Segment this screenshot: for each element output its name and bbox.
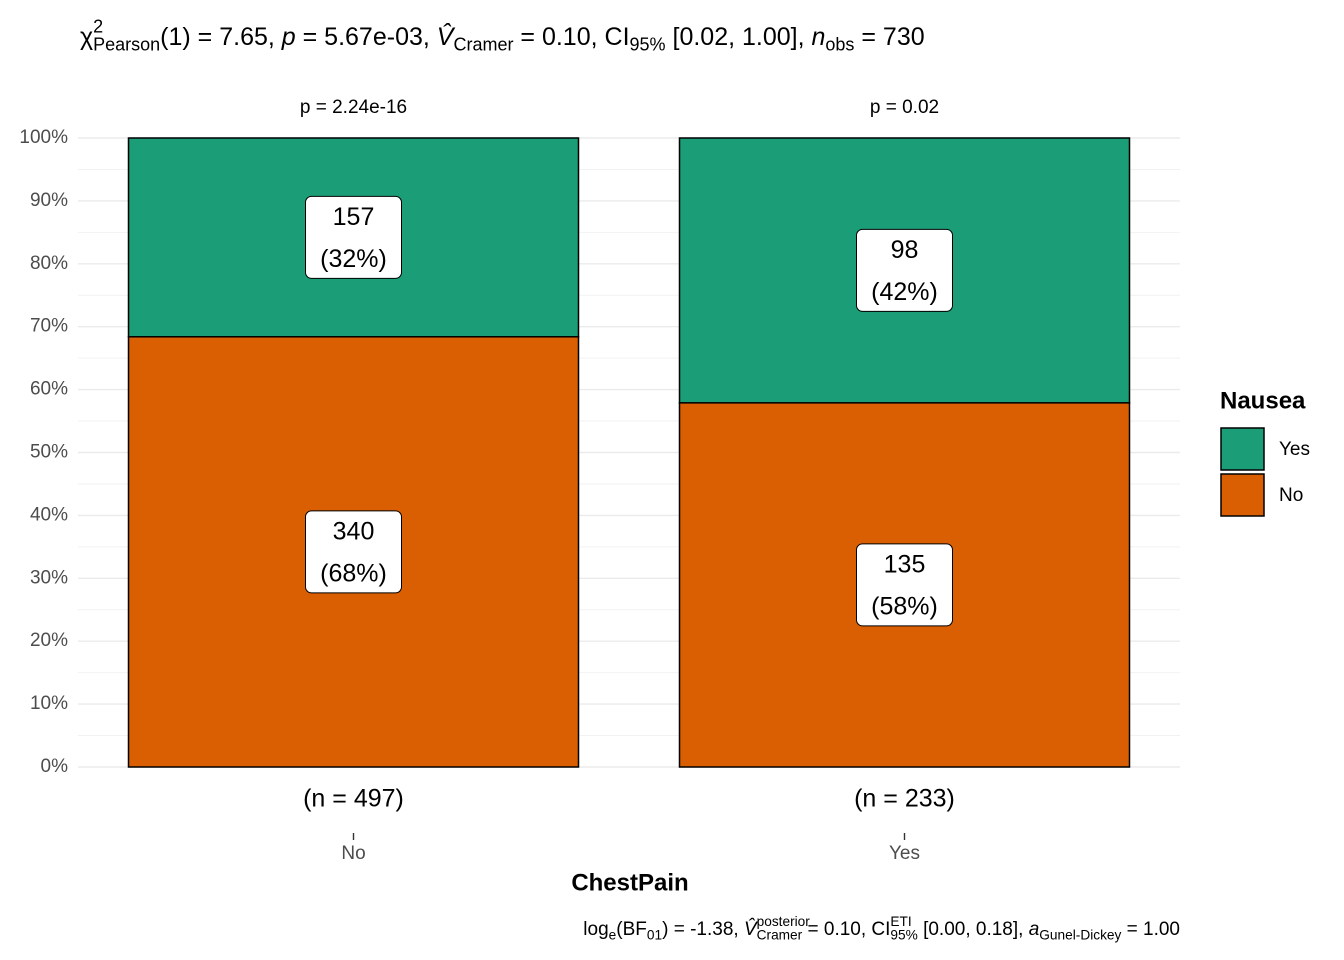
- text-part: [0.00, 0.18],: [918, 919, 1029, 940]
- text-part: ETI: [890, 914, 911, 929]
- rich-text: χ2 Pearson(1) = 7.65, p = 5.67e-03, V̂Cra…: [80, 16, 925, 54]
- x-axis-title: ChestPain: [571, 869, 688, 896]
- text-part: = 1.00: [1121, 919, 1180, 940]
- y-tick-label: 100%: [19, 127, 68, 148]
- text-part: (BF: [616, 919, 647, 940]
- count-label: 98: [891, 236, 919, 264]
- rich-text: loge(BF01) = -1.38, V̂posterior Cramer = …: [583, 914, 1180, 943]
- count-label: 135: [884, 551, 926, 579]
- text-part: = 5.67e-03,: [296, 23, 437, 51]
- text-part: 95%: [630, 34, 666, 54]
- y-tick-label: 0%: [41, 756, 69, 777]
- x-tick-label: No: [341, 843, 365, 864]
- text-part: = 0.10, CI: [513, 23, 629, 51]
- text-part: Cramer: [453, 34, 513, 54]
- text-part: e: [609, 927, 617, 942]
- count-label: 340: [333, 517, 375, 545]
- text-part: V̂: [437, 21, 456, 50]
- text-part: 95%: [890, 927, 917, 942]
- legend-key: [1220, 473, 1265, 517]
- y-tick-label: 40%: [30, 504, 68, 525]
- y-tick-label: 90%: [30, 190, 68, 211]
- text-part: Pearson: [93, 34, 160, 54]
- text-part: p: [281, 23, 296, 51]
- text-part: (1) = 7.65,: [160, 23, 282, 51]
- label-box: [305, 510, 402, 594]
- text-part: χ: [80, 23, 93, 51]
- legend-key: [1220, 427, 1265, 471]
- y-tick-label: 80%: [30, 253, 68, 274]
- text-part: 01: [647, 927, 662, 942]
- text-part: = 730: [854, 23, 924, 51]
- n-label: (n = 497): [303, 785, 404, 813]
- y-tick-label: 70%: [30, 316, 68, 337]
- percent-label: (58%): [871, 593, 938, 621]
- p-label: p = 0.02: [870, 97, 939, 118]
- label-box: [305, 195, 402, 279]
- text-part: obs: [825, 34, 854, 54]
- y-tick-label: 30%: [30, 567, 68, 588]
- percent-label: (42%): [871, 278, 938, 306]
- percent-label: (32%): [320, 245, 387, 273]
- x-tick-label: Yes: [889, 843, 920, 864]
- n-label: (n = 233): [854, 785, 955, 813]
- y-tick-label: 10%: [30, 693, 68, 714]
- text-part: Cramer: [757, 927, 803, 942]
- y-tick-label: 20%: [30, 630, 68, 651]
- y-tick-label: 60%: [30, 379, 68, 400]
- legend-title: Nausea: [1220, 387, 1306, 414]
- p-label: p = 2.24e-16: [300, 97, 407, 118]
- text-part: Gunel-Dickey: [1039, 927, 1121, 942]
- count-label: 157: [333, 203, 375, 231]
- legend-label: No: [1279, 485, 1303, 506]
- text-part: log: [583, 919, 608, 940]
- text-part: a: [1029, 919, 1040, 940]
- label-box: [856, 228, 953, 312]
- text-part: = 0.10, CI: [802, 919, 890, 940]
- text-part: 2: [93, 16, 103, 36]
- y-tick-label: 50%: [30, 442, 68, 463]
- label-box: [856, 543, 953, 627]
- legend-label: Yes: [1279, 439, 1310, 460]
- text-part: ) = -1.38,: [662, 919, 744, 940]
- text-part: posterior: [757, 914, 811, 929]
- text-part: n: [811, 23, 825, 51]
- text-part: V̂: [744, 918, 759, 940]
- text-part: [0.02, 1.00],: [666, 23, 812, 51]
- percent-label: (68%): [320, 559, 387, 587]
